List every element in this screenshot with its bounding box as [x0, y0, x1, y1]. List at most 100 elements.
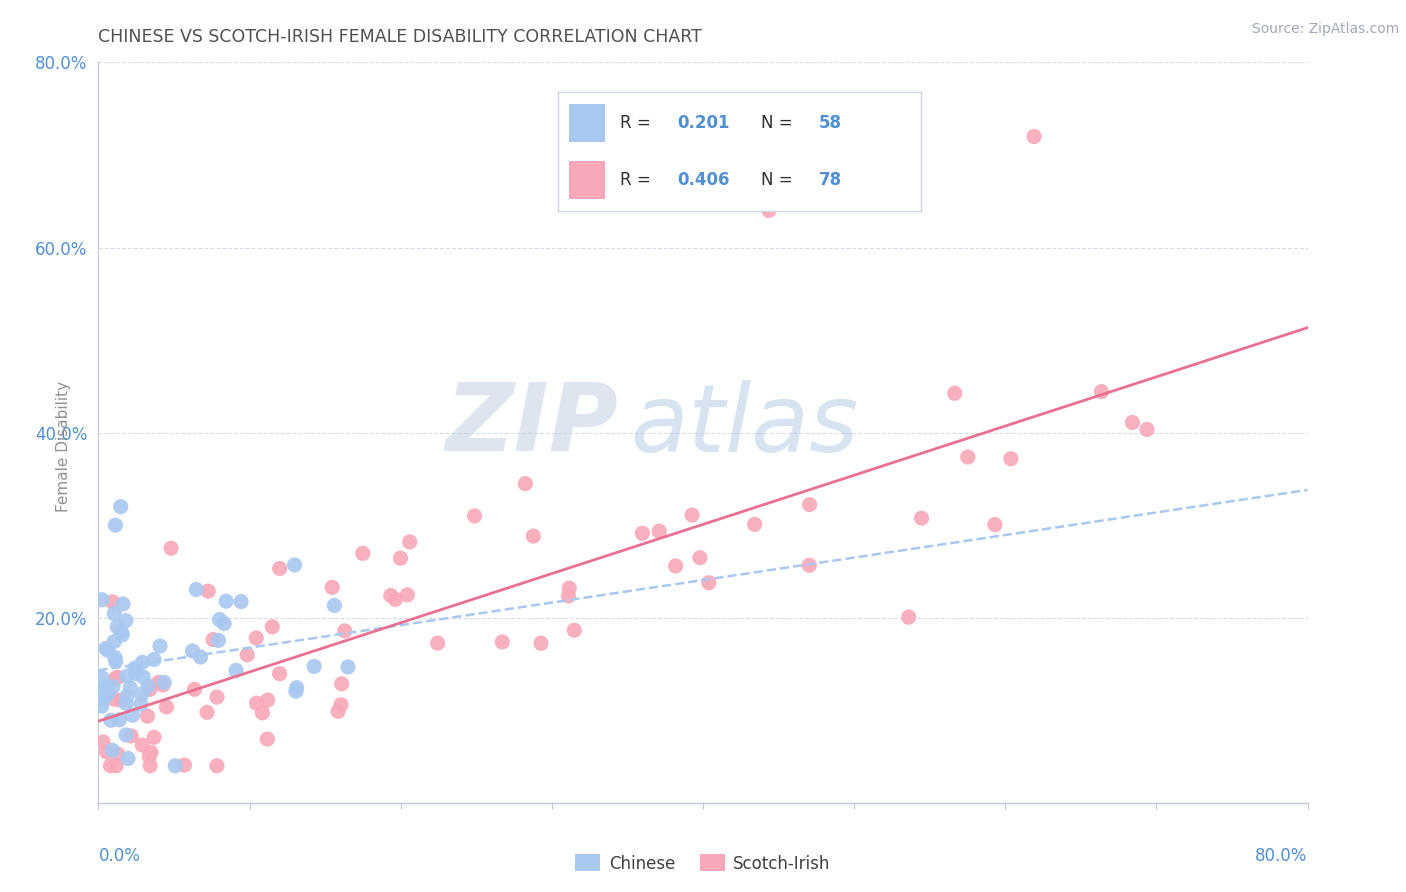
Point — [136, 709, 159, 723]
Point — [212, 616, 235, 631]
Point — [1121, 416, 1143, 430]
Point — [799, 558, 821, 573]
Point — [91, 735, 114, 749]
Point — [197, 584, 219, 599]
Point — [96, 745, 118, 759]
Point — [1090, 384, 1112, 399]
Point — [94, 641, 117, 656]
Point — [115, 696, 138, 710]
Point — [90, 682, 112, 697]
Point — [104, 650, 127, 665]
Point — [125, 663, 148, 677]
Point — [562, 624, 585, 638]
Point — [681, 508, 703, 522]
Point — [155, 700, 177, 714]
Point — [208, 613, 231, 627]
Point — [195, 706, 218, 720]
Point — [426, 636, 449, 650]
Point — [105, 620, 128, 634]
Point — [104, 655, 127, 669]
Point — [205, 690, 228, 705]
Point — [897, 610, 920, 624]
Point — [91, 671, 114, 685]
Point — [104, 671, 127, 685]
Point — [302, 659, 325, 673]
Point — [256, 693, 278, 707]
Point — [97, 686, 120, 700]
Point — [143, 652, 166, 666]
Point — [110, 500, 132, 514]
Point — [105, 758, 128, 772]
Point — [101, 680, 124, 694]
Point — [152, 678, 174, 692]
Point — [758, 203, 780, 218]
Legend: Chinese, Scotch-Irish: Chinese, Scotch-Irish — [568, 847, 838, 880]
Point — [530, 636, 553, 650]
Point — [352, 546, 374, 560]
Point — [697, 575, 720, 590]
Point — [984, 517, 1007, 532]
Point — [103, 607, 125, 621]
Point — [558, 581, 581, 595]
Point — [131, 738, 153, 752]
Point — [115, 614, 138, 628]
Point — [111, 597, 134, 611]
Point — [96, 680, 118, 694]
Point — [665, 558, 688, 573]
Point — [252, 706, 274, 720]
Point — [205, 758, 228, 772]
Point — [215, 594, 238, 608]
Point — [124, 661, 146, 675]
Text: Source: ZipAtlas.com: Source: ZipAtlas.com — [1251, 22, 1399, 37]
Point — [93, 691, 115, 706]
Point — [464, 508, 486, 523]
Point — [115, 669, 138, 683]
Point — [120, 681, 142, 695]
Point — [323, 599, 346, 613]
Point — [557, 589, 579, 603]
Point — [398, 535, 420, 549]
Point — [143, 731, 166, 745]
Point — [91, 592, 114, 607]
Point — [321, 580, 343, 594]
Point — [111, 628, 134, 642]
Point — [515, 476, 537, 491]
Point — [491, 635, 513, 649]
Point — [115, 728, 138, 742]
Point — [101, 595, 124, 609]
Point — [107, 747, 129, 762]
Point — [103, 634, 125, 648]
Point — [124, 666, 146, 681]
Point — [333, 624, 356, 638]
Point — [117, 751, 139, 765]
Text: ZIP: ZIP — [446, 379, 619, 471]
Text: 80.0%: 80.0% — [1256, 847, 1308, 865]
Point — [330, 698, 353, 712]
Point — [108, 713, 131, 727]
Point — [284, 558, 307, 572]
Point — [138, 749, 160, 764]
Point — [207, 633, 229, 648]
Point — [396, 588, 419, 602]
Point — [181, 644, 204, 658]
Point — [115, 689, 138, 703]
Point — [1000, 451, 1022, 466]
Point — [202, 632, 225, 647]
Point — [139, 682, 162, 697]
Point — [173, 758, 195, 772]
Point — [104, 692, 127, 706]
Point — [1136, 422, 1159, 436]
Point — [326, 704, 349, 718]
Point — [380, 589, 402, 603]
Point — [101, 743, 124, 757]
Point — [139, 746, 162, 760]
Text: Female Disability: Female Disability — [56, 380, 70, 512]
Text: atlas: atlas — [630, 380, 859, 471]
Point — [631, 526, 654, 541]
Point — [97, 643, 120, 657]
Point — [148, 675, 170, 690]
Point — [100, 713, 122, 727]
Point — [284, 684, 307, 698]
Point — [910, 511, 932, 525]
Point — [139, 758, 162, 772]
